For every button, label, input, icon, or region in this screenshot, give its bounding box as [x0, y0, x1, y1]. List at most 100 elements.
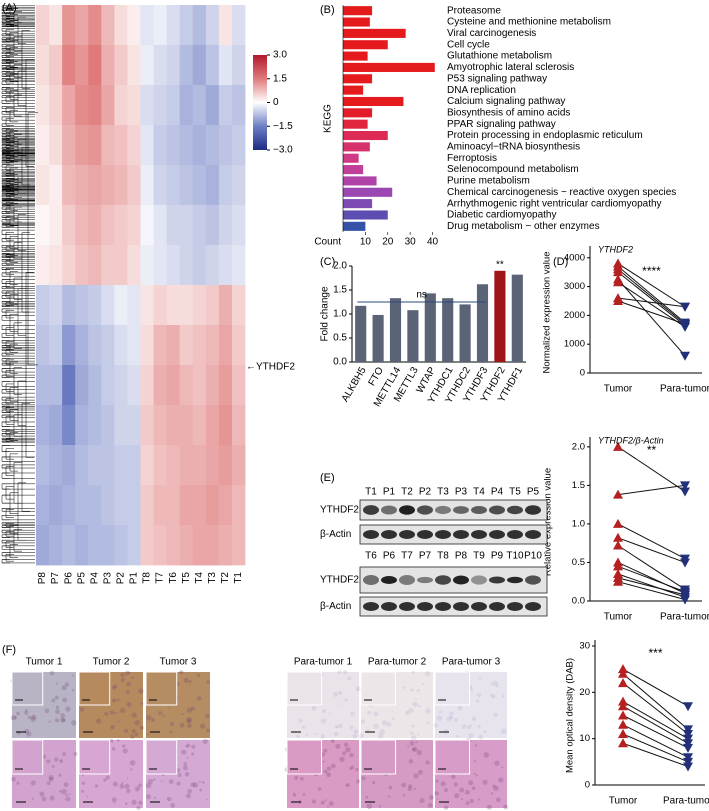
texture: [349, 752, 354, 758]
marker: [680, 320, 690, 330]
heatmap-cell: [218, 125, 233, 166]
heatmap-cell: [140, 285, 154, 326]
texture: [72, 674, 75, 677]
texture: [306, 733, 309, 736]
heatmap-cell: [62, 405, 76, 446]
texture: [443, 787, 449, 793]
heatmap-cell: [231, 325, 246, 366]
texture: [417, 733, 420, 736]
heatmap-cell: [192, 285, 207, 326]
heatmap-cell: [62, 285, 76, 326]
heatmap-cell: [127, 125, 141, 166]
heatmap-cell: [49, 125, 63, 166]
texture: [338, 690, 343, 695]
texture: [360, 719, 366, 724]
heatmap-cell: [153, 45, 168, 86]
texture: [119, 783, 125, 789]
texture: [502, 695, 504, 697]
texture: [104, 712, 109, 716]
blot-band: [453, 602, 469, 611]
texture: [190, 782, 196, 788]
heatmap-cell: [88, 205, 102, 246]
texture: [401, 782, 406, 788]
heatmap-cell: [140, 5, 154, 46]
texture: [86, 795, 89, 798]
texture: [302, 793, 306, 796]
pair-line: [617, 300, 686, 325]
texture: [337, 670, 342, 674]
blot-band: [363, 505, 379, 515]
texture: [367, 710, 372, 715]
heatmap-cell: [179, 125, 194, 166]
heatmap-cell: [218, 485, 233, 526]
heatmap-cell: [62, 525, 76, 566]
texture: [54, 718, 59, 723]
bar: [343, 130, 388, 141]
heatmap-cell: [218, 405, 233, 446]
heatmap-cell: [36, 205, 50, 246]
blot-band: [381, 505, 397, 515]
pair-line: [617, 271, 686, 326]
category-label: Drug metabolism − other enzymes: [447, 221, 600, 232]
category-label: Ferroptosis: [447, 153, 497, 164]
marker: [618, 710, 628, 720]
blot-band: [381, 576, 397, 584]
heatmap-cell: [153, 5, 168, 46]
blot-band: [525, 530, 541, 539]
x-tick-label: Para-tumor: [663, 796, 709, 807]
heatmap-cell: [231, 445, 246, 486]
texture: [474, 744, 478, 747]
category-label: Amyotrophic lateral sclerosis: [447, 62, 574, 73]
y-tick-label: 2000: [564, 310, 585, 321]
lane-label: P9: [491, 551, 504, 562]
heatmap-cell: [127, 445, 141, 486]
blot-band: [417, 602, 433, 611]
category-label: Glutathione metabolism: [447, 51, 552, 62]
heatmap-cell: [75, 85, 89, 126]
texture: [378, 805, 382, 808]
texture: [117, 720, 120, 723]
bar: [476, 284, 489, 362]
texture: [181, 712, 184, 715]
heatmap-cell: [218, 445, 233, 486]
texture: [478, 734, 484, 740]
texture: [478, 677, 482, 680]
texture: [414, 698, 417, 701]
heatmap-cell: [127, 285, 141, 326]
texture: [61, 685, 67, 691]
heatmap-cell: [36, 365, 50, 406]
texture: [200, 723, 206, 729]
texture: [330, 763, 336, 769]
heatmap-cell: [127, 525, 141, 566]
heatmap-cell: [166, 525, 181, 566]
texture: [178, 670, 182, 674]
texture: [471, 786, 476, 790]
heatmap-cell: [140, 165, 154, 206]
heatmap-cell: [166, 245, 181, 286]
bar: [343, 108, 373, 118]
bar: [343, 153, 359, 163]
texture: [94, 784, 99, 788]
heatmap-cell: [231, 165, 246, 206]
pair-line: [617, 562, 686, 594]
heatmap-cell: [218, 45, 233, 86]
significance: **: [647, 443, 657, 457]
texture: [48, 777, 54, 782]
heatmap-cell: [205, 325, 220, 366]
lane-label: P8: [455, 551, 468, 562]
heatmap-cell: [166, 85, 181, 126]
heatmap-cell: [231, 365, 246, 406]
texture: [111, 698, 116, 703]
texture: [138, 688, 144, 694]
texture: [413, 787, 416, 790]
heatmap-cell: [101, 85, 115, 126]
heatmap-cell: [153, 525, 168, 566]
texture: [176, 781, 181, 786]
heatmap-cell: [179, 445, 194, 486]
heatmap-cell: [88, 445, 102, 486]
texture: [147, 778, 153, 785]
band-label: YTHDF2: [320, 575, 359, 586]
blot-band: [471, 575, 487, 585]
heatmap-cell: [88, 165, 102, 206]
heatmap-cell: [101, 205, 115, 246]
